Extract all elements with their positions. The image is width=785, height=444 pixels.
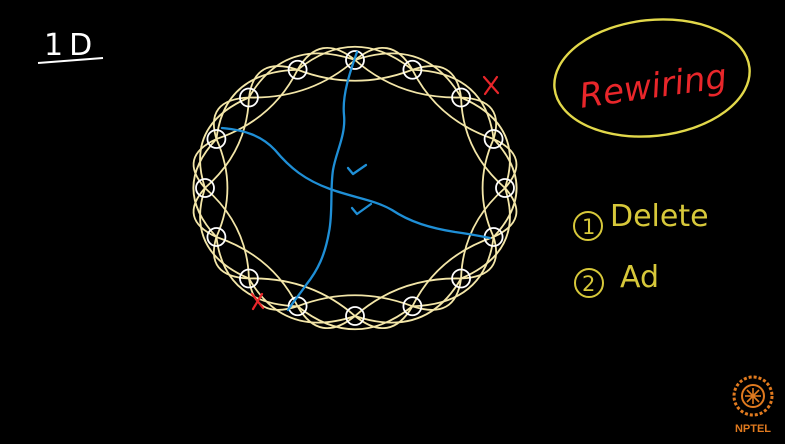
check-marks (346, 163, 373, 216)
step-number: 2 (582, 272, 595, 296)
ring-edge (296, 46, 356, 71)
check-mark (346, 163, 368, 176)
ring-edge (412, 68, 495, 140)
ring-edge (192, 138, 217, 189)
lattice-node (451, 268, 471, 289)
ring-edge (412, 65, 462, 98)
ring-edge (212, 236, 249, 280)
ring-edge (354, 305, 414, 330)
ring-edge (216, 236, 299, 307)
ring-edge (297, 68, 413, 82)
ring-edge (460, 187, 511, 280)
shortcut-edge (286, 50, 359, 312)
lattice-node (239, 87, 259, 108)
ring-edge (354, 59, 462, 99)
ring-lattice (192, 45, 518, 331)
lattice-node (345, 306, 365, 326)
step-label: Ad (620, 260, 659, 295)
ring-edge (199, 96, 250, 189)
step-item: 1 Delete (573, 199, 709, 241)
lattice-node (206, 227, 227, 247)
ring-edge (354, 277, 462, 317)
step-number-circle (573, 211, 603, 241)
lattice-node (402, 296, 423, 317)
ring-edge (460, 97, 506, 189)
ring-edge (297, 45, 413, 71)
lattice-nodes (195, 50, 515, 326)
lattice-node (287, 59, 308, 80)
title-ellipse (553, 18, 751, 138)
ring-edge (215, 68, 298, 140)
ring-edge (297, 294, 413, 308)
nptel-logo-spokes (745, 388, 761, 404)
ring-edge (192, 187, 217, 238)
step-label: Delete (610, 199, 709, 234)
ring-edge (215, 236, 298, 308)
ring-edge (460, 96, 511, 189)
delete-marks (250, 75, 500, 311)
ring-edge (481, 138, 495, 238)
ring-edge (216, 69, 299, 140)
ring-edge (461, 96, 498, 140)
ring-edge (493, 187, 518, 238)
delete-mark (482, 75, 500, 96)
ring-edge (492, 138, 518, 238)
step-number-circle (574, 268, 604, 298)
lattice-node (483, 129, 504, 149)
ring-edge (296, 305, 356, 330)
ring-edge (192, 138, 218, 238)
ring-edge (248, 52, 356, 98)
ring-edge (204, 187, 250, 279)
lattice-node (451, 87, 471, 108)
ring-edge (411, 69, 494, 140)
shortcut-edge (220, 126, 492, 240)
ring-edge (412, 236, 495, 308)
nptel-logo: NPTEL (732, 375, 774, 435)
lattice-node (402, 59, 423, 80)
corner-label: 1D (44, 28, 98, 63)
ring-edge (215, 138, 229, 238)
lattice-node (239, 268, 259, 289)
title: Rewiring (577, 56, 729, 116)
ring-edge (354, 52, 462, 98)
ring-edge (199, 187, 250, 280)
lattice-node (495, 178, 515, 198)
ring-edge (461, 236, 498, 280)
shortcut-edges (220, 50, 492, 312)
ring-edge (248, 278, 356, 324)
nptel-logo-label: NPTEL (735, 423, 771, 435)
step-number: 1 (582, 215, 595, 239)
ring-edge (248, 65, 298, 98)
nptel-logo-core (741, 384, 765, 408)
lattice-node (206, 129, 227, 149)
lattice-node (195, 178, 215, 198)
ring-edge (354, 278, 462, 324)
step-item: 2 Ad (574, 260, 659, 298)
ring-edge (411, 236, 494, 307)
ring-edge (460, 187, 506, 279)
ring-edge (212, 96, 249, 140)
delete-mark (250, 292, 265, 311)
ring-edge (204, 97, 250, 189)
nptel-logo-icon (732, 375, 774, 417)
steps-list: 1 Delete 2 Ad (573, 199, 709, 298)
ring-edge (354, 46, 414, 71)
ring-edge (412, 278, 462, 311)
ring-edge (297, 305, 413, 331)
lattice-node (345, 50, 365, 70)
corner-label-underline (37, 57, 104, 64)
check-mark (350, 202, 373, 216)
ring-edge (248, 277, 356, 317)
ring-edge (493, 138, 518, 189)
ring-edge (248, 59, 356, 99)
